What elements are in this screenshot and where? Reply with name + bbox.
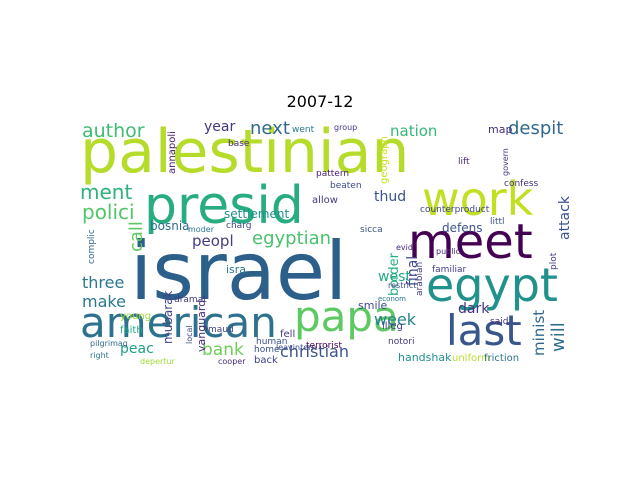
word-call: call [126,221,147,252]
word-bosnia: bosnia [150,219,190,233]
word-will: will [548,322,569,352]
word-egypt: egypt [426,258,558,312]
word-make: make [82,292,126,311]
word-three: three [82,273,125,292]
word-work: work [422,172,534,226]
word-mubarak: mubarak [161,290,175,344]
word-human: human [256,337,288,347]
word-meet: meet [408,214,533,270]
word-dark: dark [458,301,490,317]
word-right: right [90,351,109,360]
word-pilgrimag: pilgrimag [90,339,128,348]
word-fell: fell [280,329,296,340]
word-polici: polici [82,200,135,224]
word-annapoli: annapoli [167,131,178,174]
word-faith: faith [120,325,143,336]
word-moder: moder [188,225,214,234]
word-littl: littl [490,217,505,227]
word-depertur: depertur [140,357,175,366]
word-govern: govern [501,148,510,176]
word-evid: evid [396,243,413,252]
word-cloud: palestinian israel presid meet work amer… [80,120,576,368]
word-beaten: beaten [330,181,362,191]
word-map: map [488,123,513,136]
page-title: 2007-12 [286,92,354,111]
word-settlement: settlement [224,207,290,221]
word-group: group [334,123,358,132]
word-terrorist: terrorist [306,341,343,351]
word-palestinian: palestinian [80,120,410,187]
word-base: base [228,139,250,149]
word-familiar: familiar [432,265,467,275]
word-despit: despit [508,120,564,139]
word-maud: maud [208,325,234,335]
word-bank: bank [202,340,244,360]
word-plot: plot [549,252,559,270]
word-said: said [490,317,509,327]
word-week: week [374,310,417,329]
word-west: west [378,269,411,285]
word-went: went [292,125,315,135]
word-handshak: handshak [398,351,452,364]
word-isra: isra [226,263,247,276]
word-ment: ment [80,180,133,204]
word-attack: attack [557,196,573,240]
word-sicca: sicca [360,225,383,235]
word-next: next [250,120,290,139]
word-author: author [82,120,145,142]
word-home: home [254,345,280,355]
word-illeg: illeg [382,321,403,332]
word-public: public [436,247,461,256]
word-nation: nation [390,122,438,140]
word-young: young [120,311,152,322]
word-egyptian: egyptian [252,228,332,249]
word-year: year [204,120,236,135]
word-presid: presid [144,176,304,236]
word-israel: israel [130,225,348,318]
word-confess: confess [504,179,539,189]
word-restrict: restrict [388,281,417,290]
word-arabian: arabian [415,261,425,296]
word-papa: papa [294,292,399,341]
word-friction: friction [484,353,520,364]
word-thud: thud [374,189,407,205]
word-econom: econom [378,295,406,303]
word-local: local [185,325,194,344]
word-defens: defens [442,221,483,235]
word-vanguard: vanguard [195,299,208,352]
word-peac: peac [120,341,154,357]
word-leavintern: leavintern [276,343,317,352]
word-dramat: dramat [174,295,207,305]
word-uniform: uniform [452,353,491,364]
word-cooper: cooper [218,357,246,366]
word-charg: charg [226,221,252,231]
word-smile: smile [358,299,388,312]
word-allow: allow [312,195,338,206]
word-geograph: geograph [379,136,390,184]
word-peopl: peopl [192,232,234,250]
word-american: american [80,298,277,347]
word-lift: lift [458,157,470,167]
word-pattern: pattern [316,169,350,179]
word-counterproduct: counterproduct [420,205,490,215]
word-minist: minist [530,309,548,356]
word-back: back [254,355,278,366]
word-last: last [446,306,522,355]
word-christian: christian [280,342,349,361]
word-complic: complic [87,229,97,264]
word-notori: notori [388,337,415,347]
